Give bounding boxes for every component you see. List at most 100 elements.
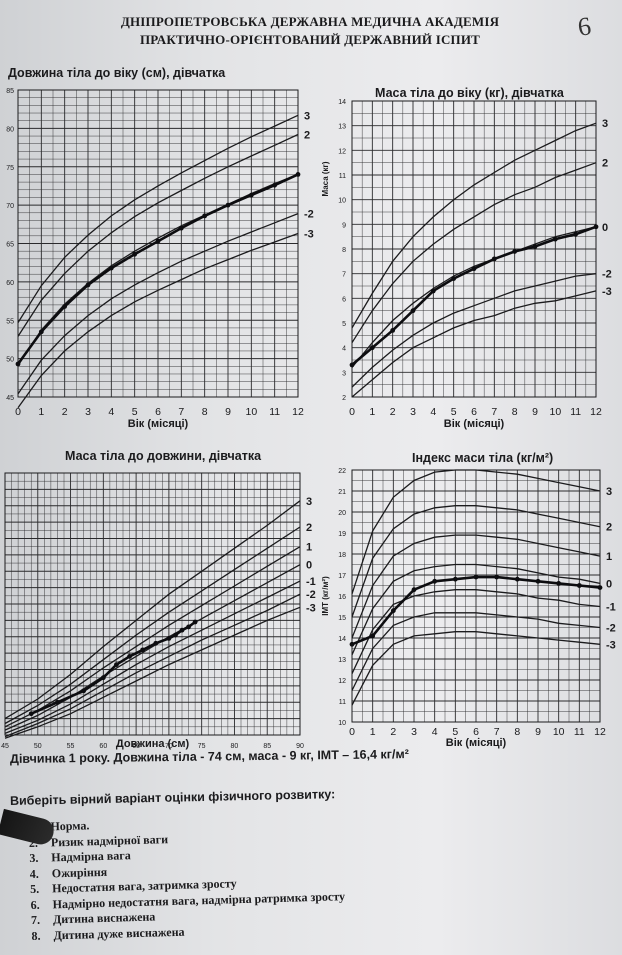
x-tick-label: 11	[574, 726, 585, 738]
patient-point	[451, 276, 457, 281]
patient-point	[55, 699, 60, 705]
reference-curve	[17, 114, 299, 323]
patient-point	[225, 202, 231, 208]
reference-curve	[351, 226, 597, 368]
x-tick-label: 1	[38, 406, 44, 418]
x-tick-label: 11	[269, 406, 280, 418]
reference-curve	[351, 631, 601, 706]
curve-label: 1	[606, 551, 612, 563]
x-tick-label: 7	[494, 726, 500, 738]
y-tick-label: 8	[342, 247, 346, 254]
patient-point	[573, 231, 579, 237]
patient-point	[491, 256, 497, 262]
x-tick-label: 0	[15, 406, 21, 418]
y-tick-label: 50	[6, 357, 14, 364]
y-axis-label: ІМТ (кг/м²)	[321, 576, 330, 616]
x-tick-label: 9	[532, 406, 538, 418]
y-tick-label: 13	[338, 657, 346, 664]
x-tick-label: 8	[512, 406, 518, 418]
curve-label: -3	[602, 286, 612, 298]
patient-point	[186, 624, 191, 630]
patient-point	[552, 236, 558, 242]
reference-curve	[4, 593, 301, 738]
y-tick-label: 80	[6, 126, 14, 133]
bmi-for-age-chart: 0 1 2 3 4 5 6 7 8 9 10 11 12101112131415161718192021…	[321, 468, 616, 749]
plot-frame	[351, 100, 597, 398]
patient-point	[593, 224, 599, 230]
x-tick-label: 6	[155, 406, 161, 418]
x-tick-label: 8	[202, 406, 208, 418]
curve-label: 0	[306, 560, 312, 572]
reference-curve	[351, 563, 601, 656]
plot-frame	[17, 89, 299, 398]
x-tick-label: 0	[349, 406, 355, 418]
y-tick-label: 15	[338, 615, 346, 622]
pen-pointer	[0, 808, 57, 848]
x-axis-label: Довжина (см)	[116, 738, 190, 750]
y-tick-label: 18	[338, 552, 346, 559]
reference-curve	[351, 273, 597, 388]
x-tick-label: 0	[349, 726, 355, 738]
reference-curve	[351, 290, 597, 398]
curve-label: -1	[306, 576, 316, 588]
y-tick-label: 85	[6, 88, 14, 95]
x-tick-label: 7	[178, 406, 184, 418]
patient-point	[153, 640, 159, 646]
reference-curve	[351, 589, 601, 674]
x-tick-label: 2	[390, 726, 396, 738]
y-tick-label: 9	[342, 222, 346, 229]
patient-point	[248, 192, 254, 198]
x-tick-label: 2	[62, 406, 68, 418]
patient-point	[411, 587, 417, 593]
curve-label: 1	[306, 542, 312, 554]
patient-point	[349, 641, 355, 647]
y-tick-label: 60	[6, 280, 14, 287]
x-tick-label: 55	[67, 743, 75, 750]
x-tick-label: 12	[590, 406, 602, 418]
x-tick-label: 75	[198, 743, 206, 750]
x-tick-label: 10	[553, 726, 565, 738]
curve-label: 2	[606, 522, 612, 534]
patient-point	[295, 172, 301, 177]
curve-label: -3	[306, 602, 316, 614]
x-axis-label: Вік (місяці)	[446, 737, 507, 749]
patient-point	[272, 182, 278, 188]
weight-for-length-chart: 45 50 55 60 65 70 75 80 85 90 Довжина (см) 3 2 1 0 -1-2…	[1, 472, 316, 750]
x-tick-label: 6	[471, 406, 477, 418]
x-tick-label: 10	[549, 406, 561, 418]
curve-label: -2	[306, 589, 316, 601]
y-tick-label: 10	[338, 720, 346, 727]
patient-point	[370, 633, 376, 639]
x-tick-label: 12	[292, 406, 304, 418]
curve-label: 3	[306, 496, 312, 508]
x-tick-label: 4	[430, 406, 436, 418]
patient-point	[155, 238, 161, 244]
patient-point	[173, 632, 178, 638]
reference-curve	[4, 546, 301, 728]
x-tick-label: 5	[452, 726, 458, 738]
patient-point	[452, 576, 458, 582]
y-tick-label: 70	[6, 203, 14, 210]
patient-point	[166, 635, 172, 641]
patient-point	[140, 647, 146, 653]
patient-point	[179, 627, 185, 633]
patient-point	[28, 711, 34, 717]
x-tick-label: 70	[165, 743, 173, 750]
reference-curve	[4, 526, 301, 725]
x-tick-label: 3	[85, 406, 91, 418]
reference-curve	[351, 534, 601, 639]
reference-curve	[17, 232, 299, 409]
y-tick-label: 12	[338, 678, 346, 685]
patient-point	[390, 328, 396, 333]
y-tick-label: 4	[342, 346, 346, 353]
x-tick-label: 45	[1, 743, 9, 750]
patient-point	[532, 244, 538, 249]
patient-point	[132, 251, 138, 257]
x-tick-label: 6	[473, 726, 479, 738]
y-tick-label: 6	[342, 296, 346, 303]
curve-label: 2	[602, 158, 608, 170]
answer-options: 1.Норма. 2.Ризик надмірної ваги 3.Надмір…	[28, 811, 346, 944]
y-axis-label: Маса (кг)	[321, 161, 330, 196]
x-tick-label: 60	[99, 743, 107, 750]
y-tick-label: 14	[338, 636, 346, 643]
